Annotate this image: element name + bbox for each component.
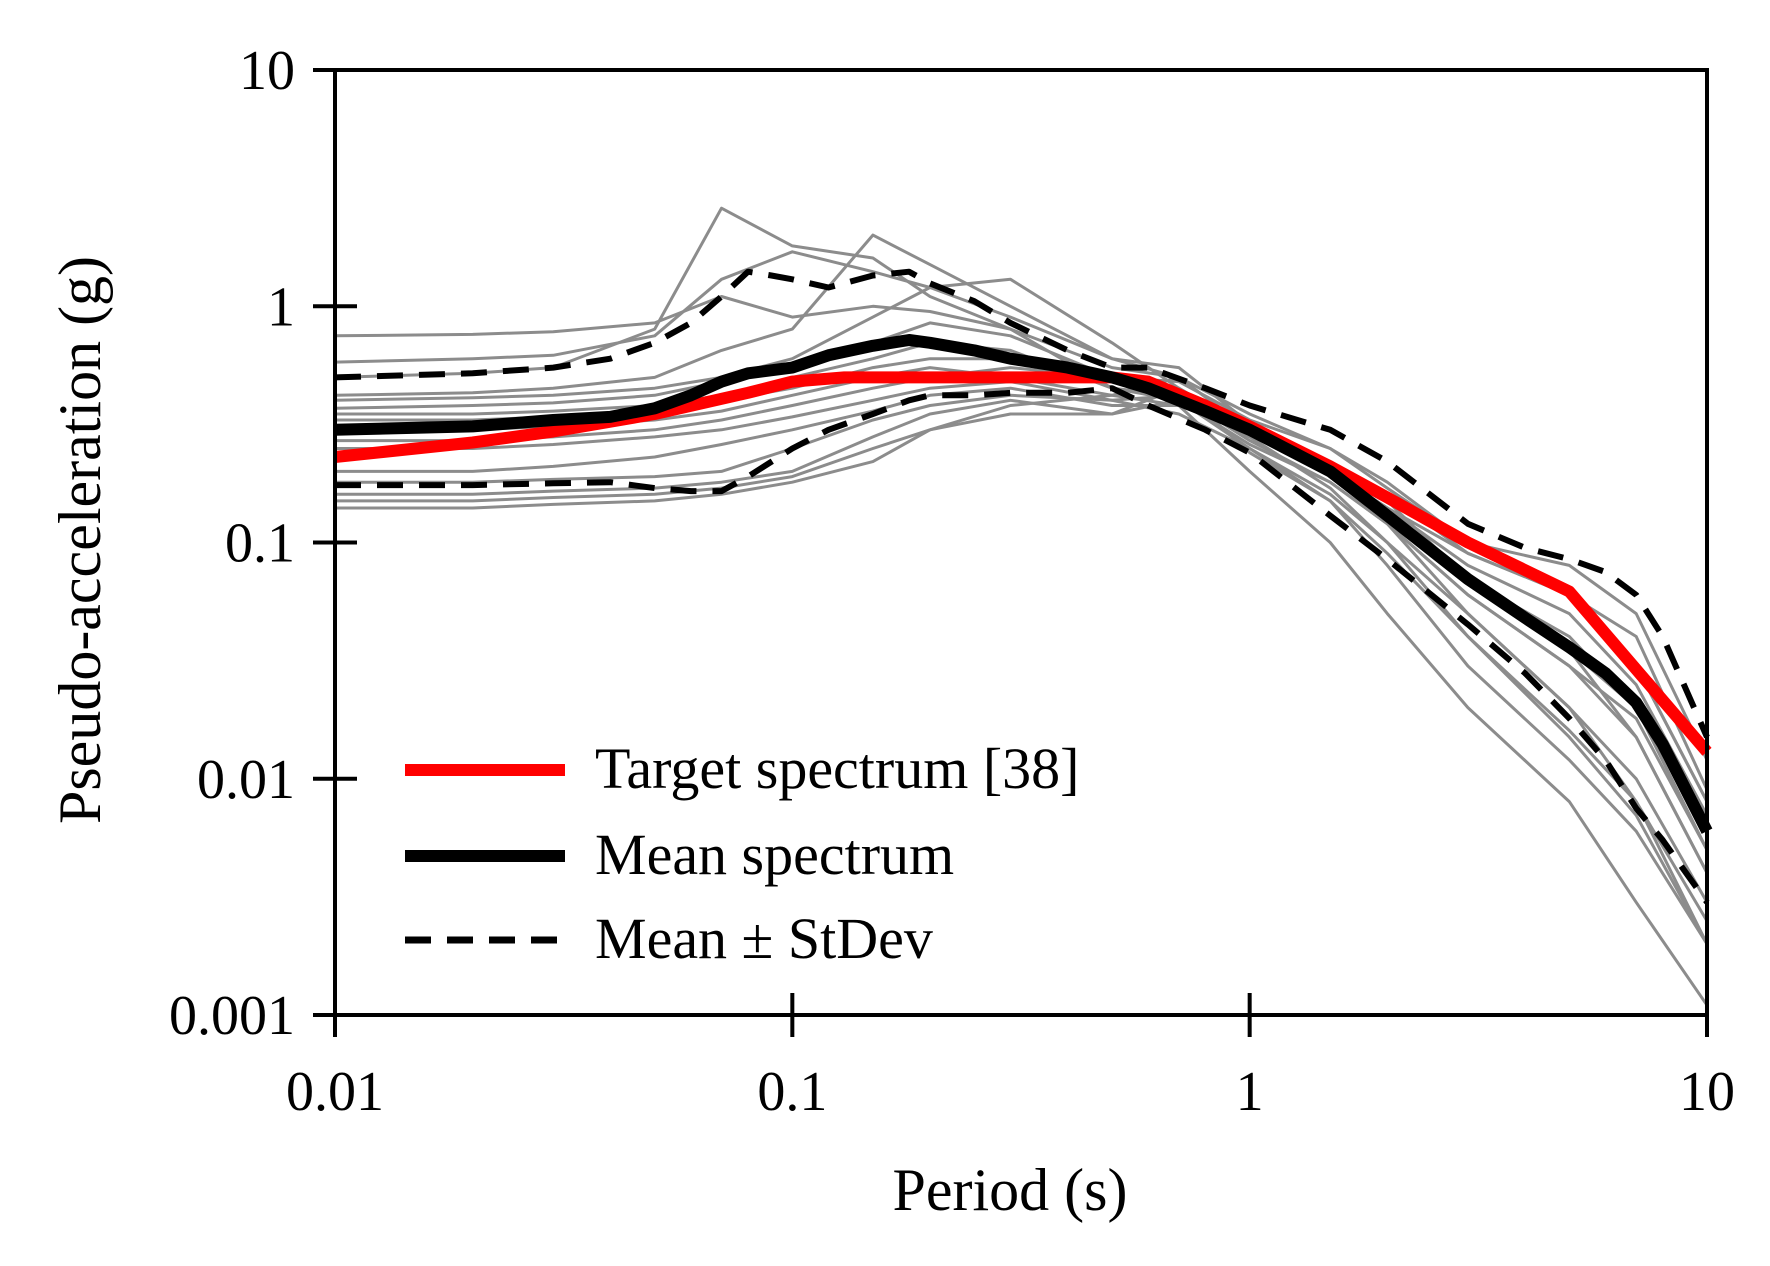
series-mean-spectrum bbox=[334, 334, 1713, 834]
x-axis-title: Period (s) bbox=[893, 1157, 1128, 1223]
series-mean-stdev bbox=[335, 385, 1710, 905]
x-axis: 0.01 0.1 1 10 bbox=[286, 993, 1735, 1123]
x-tick-label: 1 bbox=[1236, 1061, 1264, 1123]
record-curve-5 bbox=[334, 277, 1709, 803]
y-tick-label: 0.001 bbox=[169, 985, 295, 1047]
legend-label-stdev: Mean ± StDev bbox=[595, 906, 933, 971]
plot-frame bbox=[333, 68, 1709, 1017]
series-mean-stdev bbox=[334, 268, 1710, 739]
record-curve-9 bbox=[335, 366, 1709, 1007]
legend: Target spectrum [38] Mean spectrum Mean … bbox=[405, 736, 1079, 971]
record-curve-16 bbox=[335, 386, 1709, 922]
record-curve-11 bbox=[335, 380, 1709, 904]
record-curve-6 bbox=[334, 321, 1709, 945]
record-curves bbox=[334, 206, 1709, 1007]
legend-label-mean: Mean spectrum bbox=[595, 822, 954, 887]
y-tick-label: 10 bbox=[239, 40, 295, 102]
x-tick-label: 10 bbox=[1679, 1061, 1735, 1123]
y-axis-title: Pseudo-acceleration (g) bbox=[47, 256, 113, 824]
summary-curves bbox=[334, 268, 1713, 905]
y-tick-label: 1 bbox=[267, 276, 295, 338]
x-tick-label: 0.01 bbox=[286, 1061, 384, 1123]
y-axis: 0.001 0.01 0.1 1 10 bbox=[169, 40, 357, 1047]
legend-label-target: Target spectrum [38] bbox=[595, 736, 1079, 801]
y-tick-label: 0.1 bbox=[225, 513, 295, 575]
record-curve-14 bbox=[335, 398, 1709, 874]
x-tick-label: 0.1 bbox=[757, 1061, 827, 1123]
y-tick-label: 0.01 bbox=[197, 749, 295, 811]
